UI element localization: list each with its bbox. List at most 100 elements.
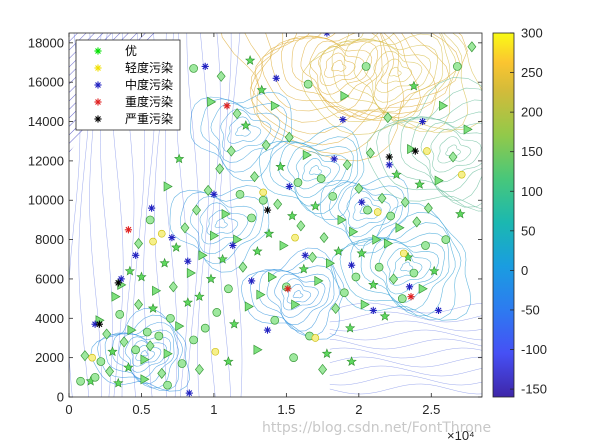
marker-you [316,174,326,183]
marker-you [147,303,159,313]
contour-line [329,311,482,323]
marker-you [238,261,248,273]
legend-entry-heavy: 重度污染 [125,94,173,109]
marker-you [400,196,410,208]
marker-you [221,208,231,220]
marker-light-pollution [157,229,166,238]
marker-severe-pollution [263,206,272,214]
marker-you [142,327,152,337]
marker-you [342,159,352,171]
contour-line [353,40,438,113]
contour-line [329,356,482,368]
marker-you [200,323,210,333]
marker-you [314,275,324,287]
contour-line [329,374,482,386]
marker-you [289,353,298,362]
marker-you [258,195,268,205]
marker-severe-pollution [385,153,393,161]
marker-you [418,283,428,294]
marker-you [224,284,233,294]
marker-you [349,226,359,237]
contour-line [199,202,249,245]
marker-you [210,230,220,241]
marker-you [463,124,473,135]
marker-moderate-pollution [185,389,193,397]
marker-you [325,258,336,269]
contour-line [319,33,457,132]
x-tick-label: 0 [65,402,72,417]
marker-you [226,145,236,157]
marker-heavy-pollution [407,293,415,301]
marker-you [134,237,144,250]
contour-line [200,98,287,173]
colorbar-tick-label: 0 [521,263,528,278]
marker-you [256,84,267,95]
marker-moderate-pollution [132,251,140,259]
y-tick-label: 16000 [28,75,64,90]
legend-entry-light: 轻度污染 [125,60,173,75]
marker-you [96,357,106,366]
marker-you [383,112,393,124]
contour-line [251,33,437,135]
marker-you [216,70,226,82]
x-tick-label: 2.5 [422,402,440,417]
y-tick-label: 14000 [28,114,64,129]
marker-you [124,265,135,276]
marker-you [303,79,313,89]
colorbar-tick-label: -100 [521,342,547,357]
marker-you [360,299,370,310]
marker-light-pollution [399,249,408,258]
marker-light-pollution [291,233,299,242]
contour-line [244,33,462,155]
marker-moderate-pollution [210,190,218,198]
marker-heavy-pollution [223,102,231,110]
marker-you [408,80,420,91]
contour-line [337,185,399,238]
colorbar-tick-label: 200 [521,105,543,120]
marker-moderate-pollution [229,241,237,250]
colorbar-tick-label: 50 [521,223,535,238]
marker-you [198,250,208,261]
contour-line [270,33,395,121]
marker-heavy-pollution [284,285,292,293]
legend-marker [94,81,102,89]
contour-line [300,36,378,104]
marker-moderate-pollution [434,306,443,314]
marker-you [356,248,367,258]
marker-you [182,297,193,307]
marker-you [232,108,242,120]
marker-you [331,302,341,315]
marker-heavy-pollution [124,226,132,234]
marker-you [159,257,170,268]
marker-you [171,242,182,252]
marker-you [273,198,283,210]
marker-you [372,234,382,245]
marker-you [414,179,425,189]
marker-you [421,241,430,250]
legend-marker [94,115,102,123]
marker-you [245,55,256,65]
marker-you [119,336,129,348]
marker-you [391,169,402,180]
marker-you [192,204,201,216]
contour-line [363,44,432,103]
marker-you [318,363,328,376]
marker-you [168,281,178,293]
contour-line [376,87,482,212]
marker-light-pollution [88,353,96,362]
marker-moderate-pollution [168,234,176,242]
contour-line [400,111,482,201]
marker-you [453,62,462,71]
marker-you [154,331,164,341]
contour-line [308,165,322,175]
marker-you [268,271,278,283]
marker-you [105,365,115,377]
contour-line [169,185,270,273]
marker-you [145,340,155,352]
marker-you [163,380,172,390]
marker-you [212,308,222,317]
marker-you [177,359,187,368]
marker-you [389,273,399,285]
marker-moderate-pollution [323,33,331,37]
